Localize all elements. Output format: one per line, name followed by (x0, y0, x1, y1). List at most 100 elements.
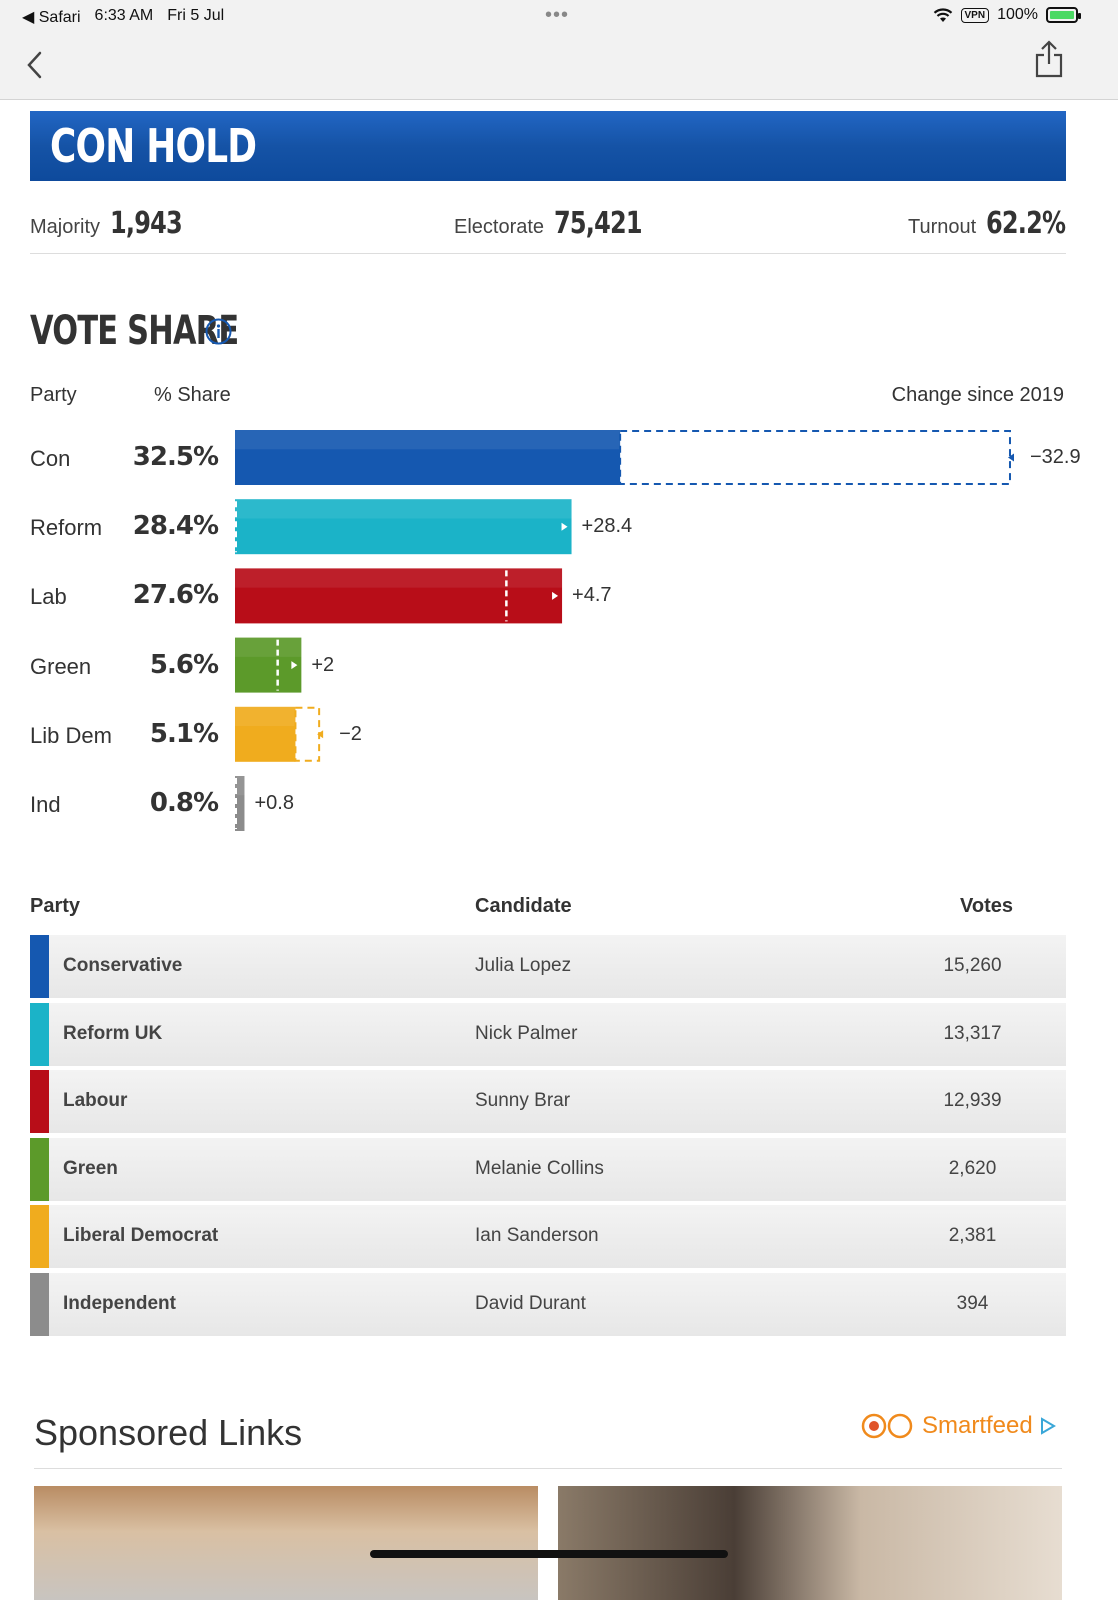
ad-choices-icon[interactable] (1039, 1417, 1057, 1435)
turnout-label: Turnout (908, 216, 977, 238)
party-color-swatch (30, 1137, 49, 1201)
change-label: +4.7 (572, 584, 612, 607)
majority-stat: Majority 1,943 (30, 206, 200, 241)
party-name: Conservative (63, 955, 183, 976)
vote-count: 394 (956, 1293, 989, 1314)
share-bar (235, 430, 621, 485)
party-color-swatch (30, 1002, 49, 1066)
change-arrow-icon (561, 522, 568, 531)
share-label: 28.4% (132, 511, 219, 542)
turnout-stat: Turnout 62.2% (908, 206, 1085, 241)
result-banner: CON HOLD (30, 111, 1066, 181)
share-bar-highlight (235, 430, 621, 450)
candidate-name: Ian Sanderson (475, 1225, 599, 1247)
party-label: Lib Dem (30, 722, 112, 748)
share-bar (235, 637, 302, 693)
smartfeed-logo-icon (861, 1413, 913, 1439)
party-label: Lab (30, 584, 67, 610)
share-label: 5.6% (149, 649, 219, 680)
party-color-swatch (30, 935, 49, 998)
vote-share-title: VOTE SHARE (30, 308, 239, 354)
sponsored-divider (34, 1468, 1062, 1469)
table-party-header: Party (30, 895, 81, 917)
change-label: −32.9 (1029, 446, 1081, 468)
candidate-name: Nick Palmer (475, 1022, 578, 1044)
table-candidate-header: Candidate (475, 895, 572, 917)
turnout-value: 62.2% (986, 206, 1066, 241)
vote-share-bars (235, 430, 1014, 831)
battery-percent: 100% (997, 6, 1038, 23)
vote-count: 12,939 (943, 1090, 1002, 1112)
electorate-value: 75,421 (554, 206, 643, 241)
table-row: Labour Sunny Brar 12,939 (30, 1070, 1066, 1134)
table-votes-header: Votes (960, 895, 1013, 917)
party-color-swatch (30, 1205, 49, 1269)
clock: 6:33 AM (94, 7, 154, 24)
wifi-icon (933, 8, 952, 22)
candidate-name: Melanie Collins (475, 1157, 604, 1179)
party-name: Liberal Democrat (63, 1225, 219, 1247)
electorate-stat: Electorate 75,421 (454, 206, 664, 241)
party-label: Con (30, 446, 71, 471)
sponsored-thumbnail-1[interactable] (34, 1486, 538, 1600)
share-label: 0.8% (149, 788, 219, 818)
majority-value: 1,943 (110, 206, 183, 241)
previous-share-outline (294, 706, 321, 762)
party-name: Green (63, 1157, 118, 1179)
candidate-name: Sunny Brar (475, 1090, 571, 1112)
share-bar-highlight (235, 706, 296, 727)
table-row: Conservative Julia Lopez 15,260 (30, 935, 1066, 998)
change-label: −2 (339, 722, 362, 745)
party-label: Ind (30, 792, 61, 817)
party-label: Green (30, 653, 92, 679)
change-label: +0.8 (254, 792, 294, 814)
chart-change-header: Change since 2019 (891, 384, 1064, 406)
back-chevron-icon[interactable] (24, 50, 46, 80)
table-row: Liberal Democrat Ian Sanderson 2,381 (30, 1205, 1066, 1269)
smartfeed-brand: Smartfeed (922, 1412, 1033, 1439)
electorate-label: Electorate (454, 216, 545, 238)
party-name: Reform UK (63, 1022, 163, 1044)
date: Fri 5 Jul (167, 7, 225, 24)
sponsored-links-title: Sponsored Links (34, 1412, 303, 1453)
table-row: Reform UK Nick Palmer 13,317 (30, 1002, 1066, 1066)
share-bar-highlight (235, 637, 302, 657)
multitasking-dots-icon[interactable]: ••• (545, 4, 570, 26)
share-bar-highlight (235, 776, 245, 796)
info-icon[interactable] (205, 318, 232, 345)
vote-count: 15,260 (943, 955, 1002, 976)
table-row: Independent David Durant 394 (30, 1273, 1066, 1336)
share-bar-highlight (235, 568, 563, 588)
sponsored-thumbnail-2[interactable] (558, 1486, 1062, 1600)
constituency-stats: Majority 1,943 Electorate 75,421 Turnout… (30, 200, 1066, 254)
party-label: Reform (30, 515, 103, 541)
browser-chrome: ◀ Safari 6:33 AM Fri 5 Jul ••• VPN 100% (0, 0, 1118, 100)
candidate-name: David Durant (475, 1293, 586, 1314)
party-name: Independent (63, 1293, 176, 1314)
share-label: 32.5% (132, 442, 219, 472)
change-label: +2 (311, 653, 335, 676)
vote-count: 13,317 (943, 1022, 1002, 1044)
chart-share-header: % Share (154, 384, 231, 406)
share-icon[interactable] (1034, 40, 1064, 80)
status-bar: ◀ Safari 6:33 AM Fri 5 Jul ••• VPN 100% (0, 0, 1118, 32)
vote-count: 2,381 (948, 1225, 997, 1247)
chart-party-header: Party (30, 384, 77, 406)
share-bar-highlight (235, 499, 572, 519)
vpn-badge: VPN (960, 7, 990, 23)
change-arrow-icon (317, 730, 324, 739)
party-color-swatch (30, 1273, 49, 1336)
change-arrow-icon (1007, 453, 1014, 462)
home-indicator[interactable] (370, 1550, 728, 1558)
share-bar (235, 706, 296, 762)
majority-label: Majority (30, 216, 101, 238)
battery-icon (1046, 7, 1081, 23)
party-name: Labour (63, 1090, 128, 1112)
change-label: +28.4 (581, 515, 633, 538)
back-to-app-link[interactable]: ◀ Safari (22, 9, 81, 26)
vote-share-chart: Con 32.5% −32.9 Reform 28.4% +28.4 Lab 27.6% +4.… (0, 420, 1118, 850)
share-label: 5.1% (149, 718, 219, 749)
share-bar (235, 776, 245, 831)
change-arrow-icon (552, 591, 559, 600)
smartfeed-link[interactable]: Smartfeed (860, 1412, 1057, 1440)
